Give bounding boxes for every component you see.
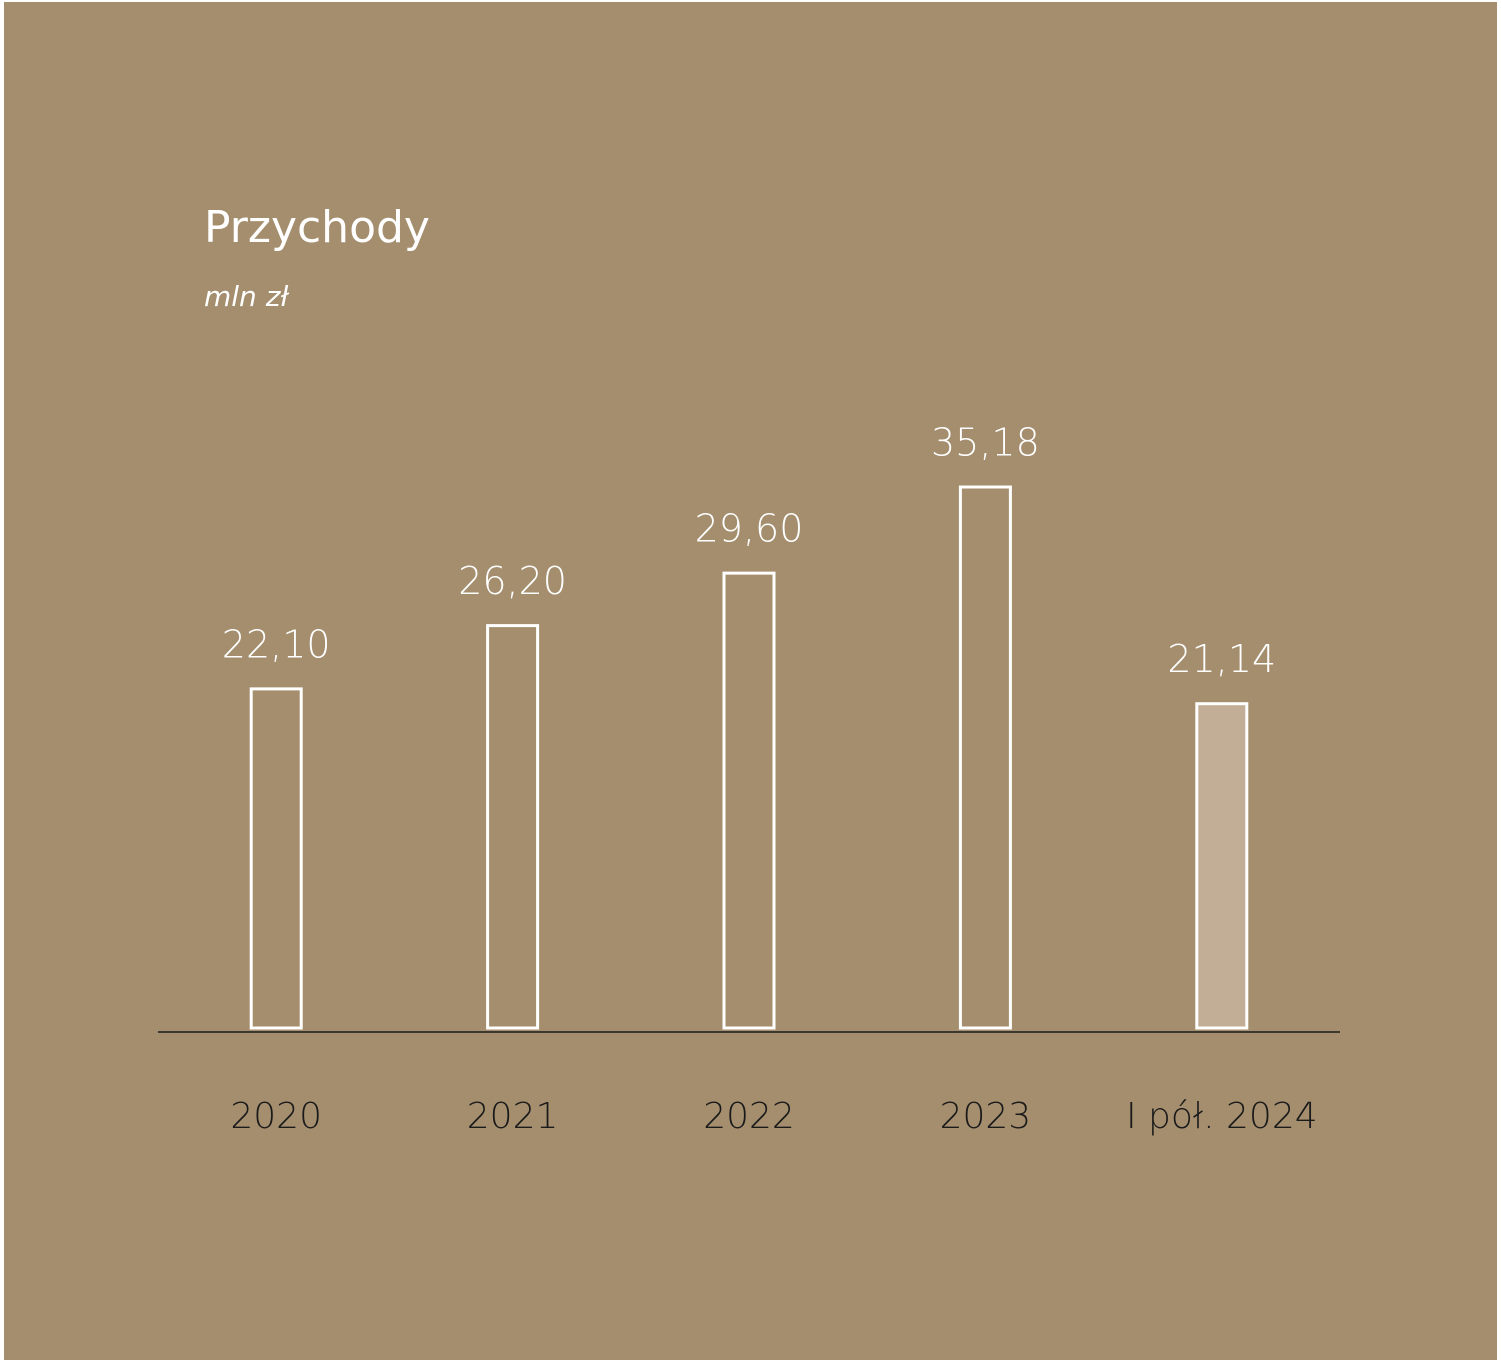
x-tick-label: 2023	[940, 1096, 1032, 1137]
bar	[958, 485, 1012, 1030]
x-tick-label: I pół. 2024	[1126, 1096, 1318, 1137]
value-label: 35,18	[931, 421, 1040, 465]
x-tick-label: 2021	[467, 1096, 559, 1137]
value-label: 21,14	[1167, 637, 1276, 681]
bar	[1195, 702, 1249, 1030]
value-label: 29,60	[695, 507, 804, 551]
x-tick-label: 2022	[703, 1096, 795, 1137]
x-tick-label: 2020	[230, 1096, 322, 1137]
bar	[722, 571, 776, 1030]
chart-title: Przychody	[204, 202, 430, 253]
background	[4, 2, 1497, 1360]
bar	[249, 687, 303, 1030]
value-label: 26,20	[458, 559, 567, 603]
chart-subtitle: mln zł	[204, 280, 289, 313]
value-label: 22,10	[222, 622, 331, 666]
bar	[486, 624, 540, 1030]
